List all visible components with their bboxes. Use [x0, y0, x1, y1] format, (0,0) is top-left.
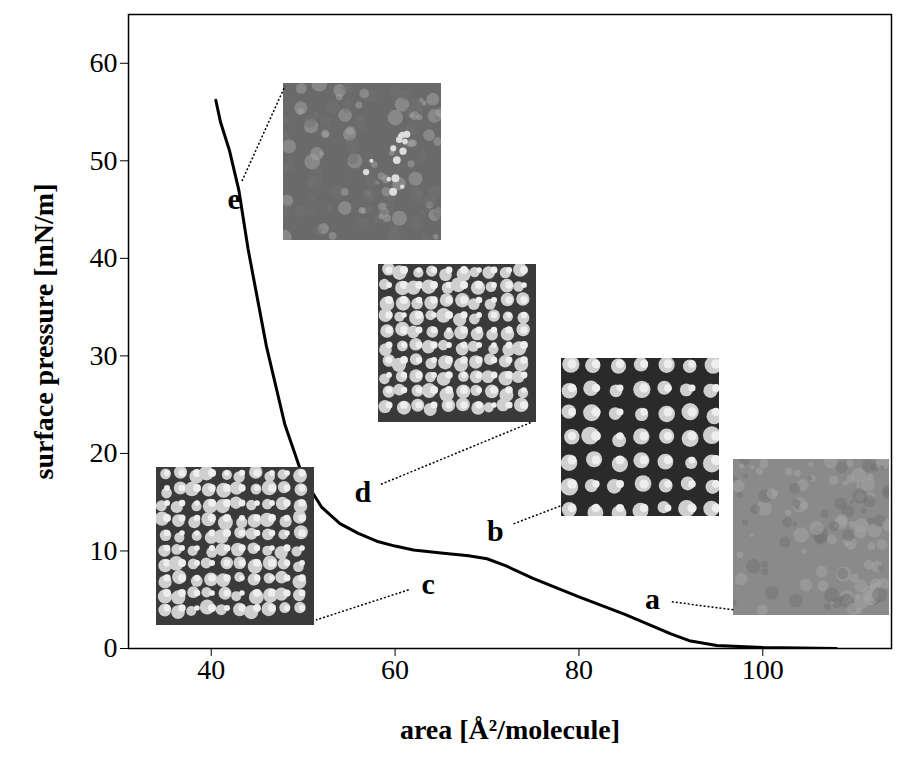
svg-text:100: 100 [742, 654, 784, 685]
svg-text:60: 60 [381, 654, 409, 685]
svg-text:d: d [355, 475, 372, 508]
svg-text:e: e [228, 182, 241, 215]
svg-text:60: 60 [90, 47, 118, 78]
svg-text:a: a [645, 582, 660, 615]
svg-text:b: b [487, 514, 504, 547]
svg-text:surface pressure [mN/m]: surface pressure [mN/m] [28, 183, 59, 479]
svg-text:80: 80 [565, 654, 593, 685]
svg-text:c: c [422, 567, 435, 600]
svg-text:40: 40 [197, 654, 225, 685]
svg-text:area [Å²/molecule]: area [Å²/molecule] [400, 714, 620, 745]
svg-text:0: 0 [104, 632, 118, 663]
svg-text:50: 50 [90, 145, 118, 176]
svg-text:40: 40 [90, 242, 118, 273]
svg-text:20: 20 [90, 437, 118, 468]
svg-text:30: 30 [90, 340, 118, 371]
svg-text:10: 10 [90, 535, 118, 566]
